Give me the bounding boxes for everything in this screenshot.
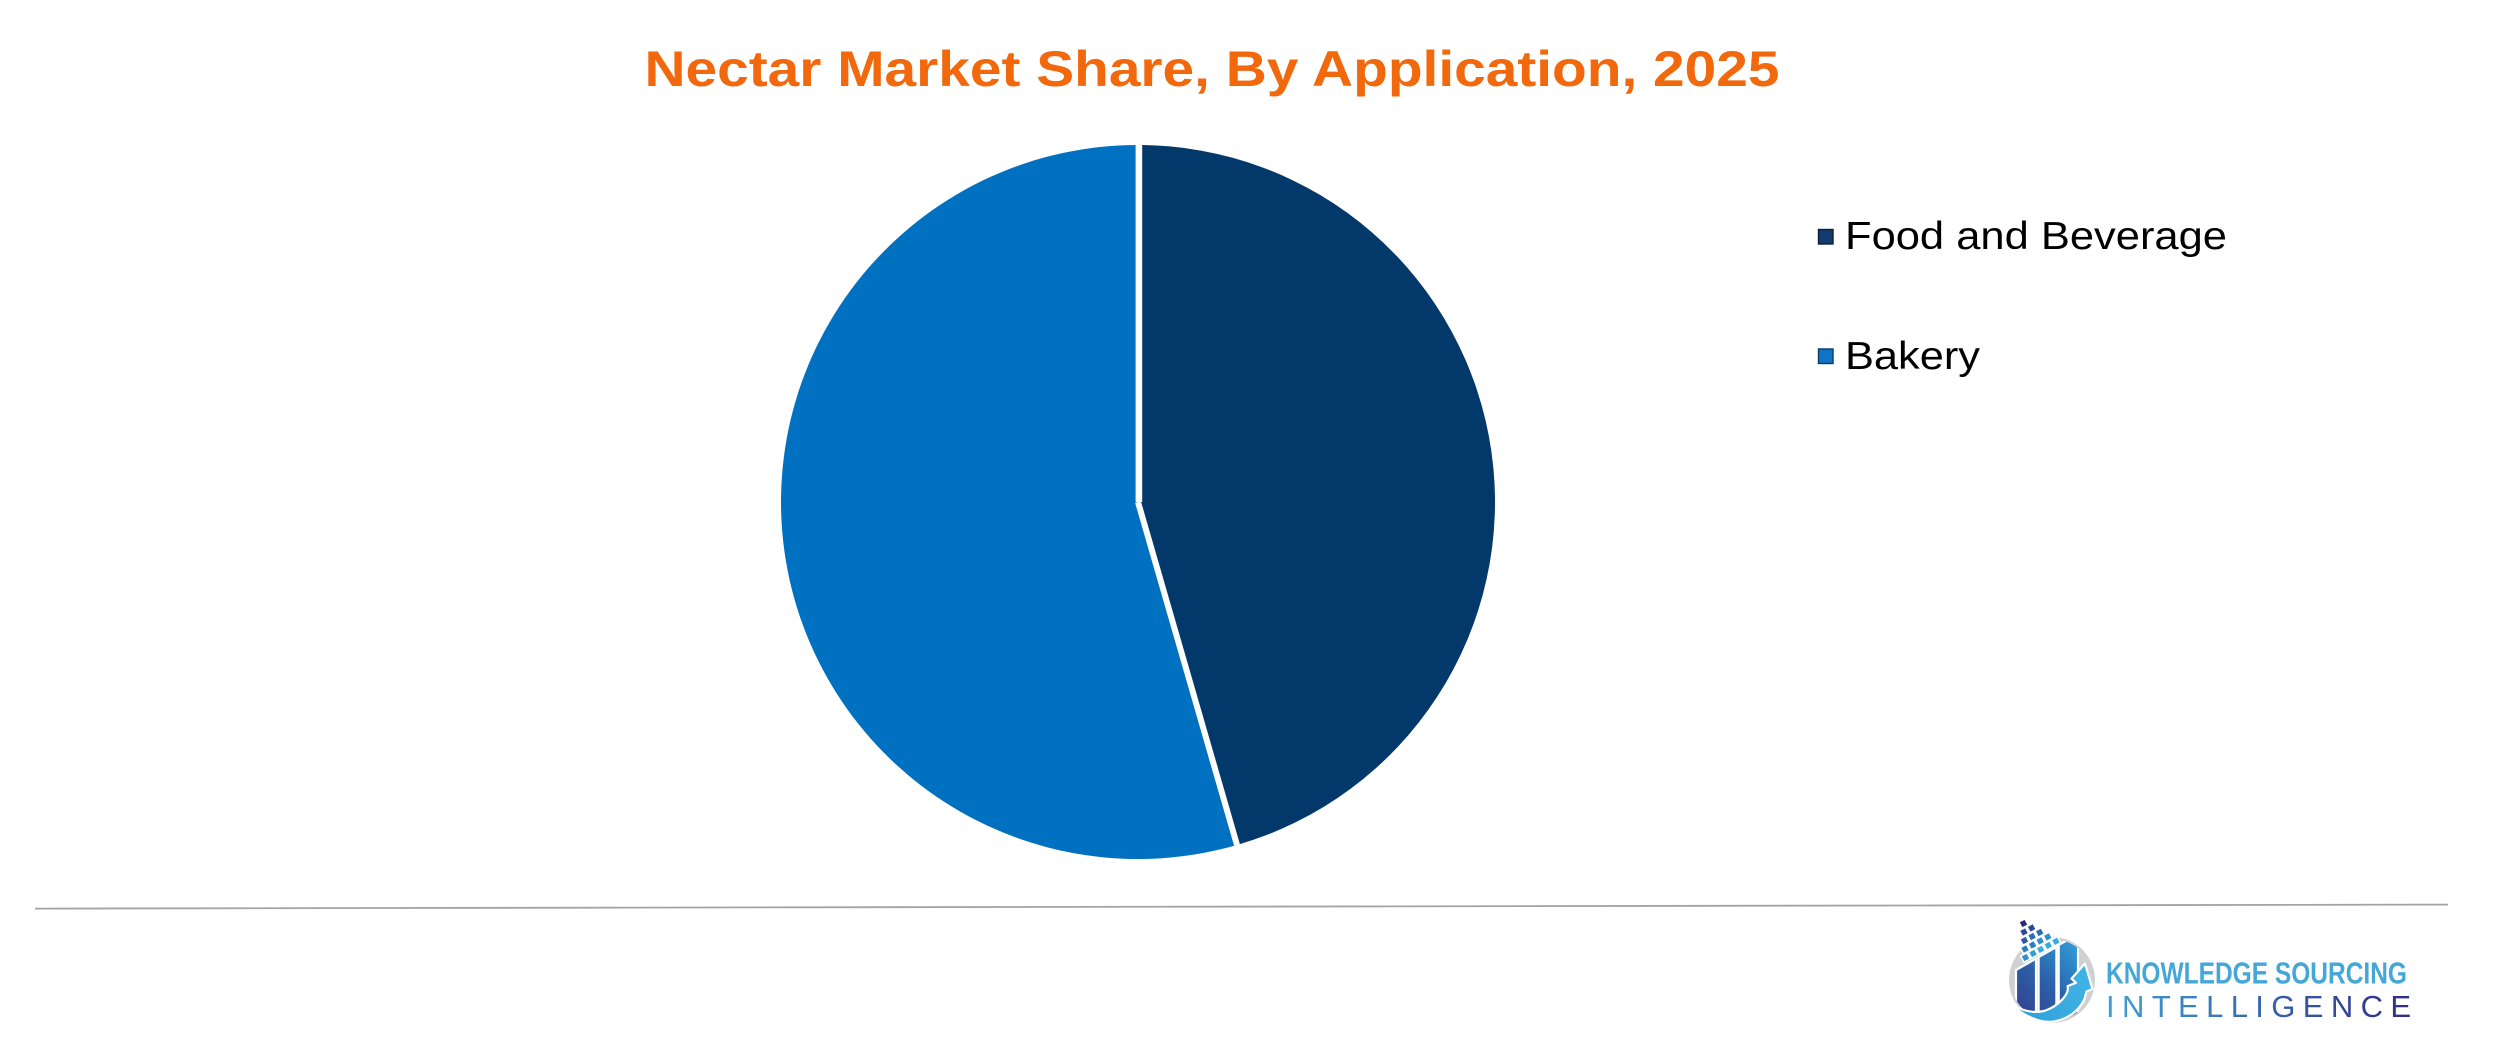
- svg-text:Nectar Market Share, By Applic: Nectar Market Share, By Application, 202…: [645, 41, 1780, 97]
- svg-text:Food and Beverage: Food and Beverage: [1845, 215, 2227, 258]
- svg-text:INTELLIGENCE: INTELLIGENCE: [2106, 989, 2411, 1024]
- svg-text:KNOWLEDGE SOURCING: KNOWLEDGE SOURCING: [2106, 957, 2407, 991]
- svg-text:Bakery: Bakery: [1845, 335, 1981, 378]
